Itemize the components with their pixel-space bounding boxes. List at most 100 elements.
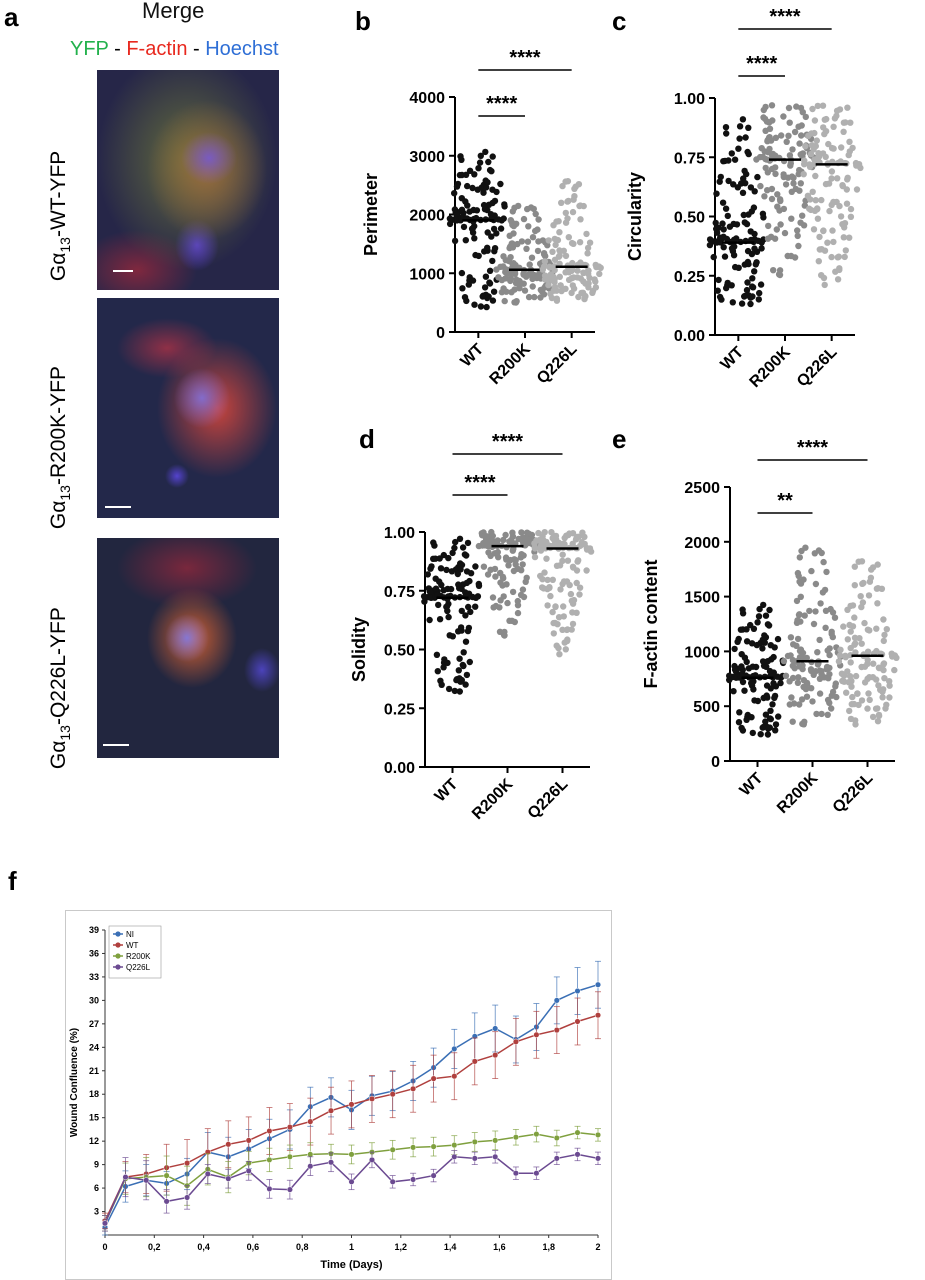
- data-point: [787, 652, 794, 659]
- data-point: [823, 115, 830, 123]
- significance-label: ****: [492, 431, 523, 453]
- data-point: [880, 616, 887, 623]
- data-point: [741, 293, 748, 300]
- data-point: [715, 276, 722, 284]
- series-point: [594, 1012, 602, 1019]
- y-tick-label: 15: [89, 1113, 99, 1123]
- y-tick-label: 3000: [409, 149, 445, 166]
- data-point: [814, 215, 822, 222]
- series-point: [204, 1170, 211, 1178]
- data-point: [497, 180, 504, 188]
- y-tick-label: 39: [89, 925, 99, 935]
- data-point: [837, 646, 844, 653]
- data-point: [580, 269, 587, 276]
- data-point: [560, 603, 567, 610]
- chart-perimeter: 0 1000 2000 3000 4000 Perimeter WT R200K Q226L **…: [361, 47, 604, 388]
- series-point: [492, 1153, 499, 1160]
- data-point: [720, 226, 727, 233]
- data-point: [739, 189, 747, 196]
- data-point: [760, 106, 767, 114]
- data-point: [799, 212, 806, 219]
- data-point: [716, 178, 723, 185]
- data-point: [453, 183, 461, 190]
- series-point: [122, 1174, 129, 1181]
- data-point: [469, 184, 476, 192]
- data-point: [843, 200, 851, 207]
- data-point: [480, 189, 487, 196]
- data-point: [816, 233, 823, 241]
- legend-part: -: [108, 38, 127, 60]
- y-tick-label: 3: [94, 1207, 99, 1217]
- data-point: [569, 540, 576, 547]
- data-point: [592, 278, 599, 285]
- data-point: [456, 535, 464, 542]
- y-axis-label: Perimeter: [361, 173, 381, 256]
- data-point: [790, 180, 797, 187]
- data-point: [526, 261, 533, 268]
- y-tick-label: 0.75: [674, 150, 705, 167]
- data-point: [836, 652, 844, 659]
- data-point: [421, 598, 428, 605]
- data-point: [873, 625, 880, 632]
- series-point: [533, 1131, 540, 1138]
- data-point: [838, 144, 845, 151]
- data-point: [772, 727, 779, 734]
- data-point: [512, 261, 519, 269]
- data-point: [444, 659, 451, 667]
- data-point: [562, 646, 569, 653]
- data-point: [806, 607, 813, 615]
- data-point: [545, 237, 552, 244]
- data-point: [816, 675, 824, 682]
- data-point: [772, 721, 780, 728]
- x-tick-label: 0,2: [148, 1242, 161, 1252]
- data-point: [585, 267, 592, 274]
- data-point: [875, 712, 883, 720]
- data-point: [556, 252, 563, 259]
- y-axis-label: Circularity: [625, 172, 645, 261]
- series-point: [368, 1095, 376, 1102]
- data-point: [844, 104, 851, 111]
- data-point: [544, 602, 551, 609]
- data-point: [531, 540, 538, 547]
- data-point: [546, 264, 553, 271]
- data-point: [808, 142, 816, 149]
- data-point: [774, 203, 781, 210]
- data-point: [471, 171, 478, 178]
- data-point: [586, 274, 593, 282]
- data-point: [793, 103, 800, 110]
- data-point: [523, 245, 530, 252]
- legend-part: Hoechst: [205, 38, 279, 60]
- data-point: [567, 590, 575, 598]
- panel-letter-f: f: [8, 866, 17, 896]
- data-point: [437, 565, 445, 572]
- data-point: [551, 284, 558, 291]
- data-point: [513, 276, 520, 283]
- series-point: [225, 1141, 232, 1148]
- data-point: [762, 127, 769, 134]
- data-point: [761, 639, 768, 646]
- data-point: [784, 252, 791, 260]
- data-point: [800, 683, 807, 691]
- series-point: [553, 997, 560, 1004]
- data-point: [719, 199, 727, 206]
- data-point: [801, 161, 808, 168]
- data-point: [492, 573, 499, 580]
- data-point: [833, 693, 840, 701]
- micrograph-wt: [97, 70, 279, 290]
- data-point: [852, 649, 859, 656]
- data-point: [471, 235, 478, 242]
- data-point: [812, 580, 820, 588]
- data-point: [818, 710, 825, 718]
- data-point: [550, 273, 557, 281]
- data-point: [798, 696, 806, 703]
- data-point: [570, 596, 578, 604]
- series-point: [574, 1018, 581, 1025]
- data-point: [544, 576, 551, 584]
- data-point: [728, 282, 735, 289]
- data-point: [800, 171, 807, 178]
- data-point: [550, 630, 557, 637]
- data-point: [743, 170, 750, 178]
- data-point: [445, 554, 452, 562]
- data-point: [436, 616, 444, 623]
- data-point: [821, 130, 828, 138]
